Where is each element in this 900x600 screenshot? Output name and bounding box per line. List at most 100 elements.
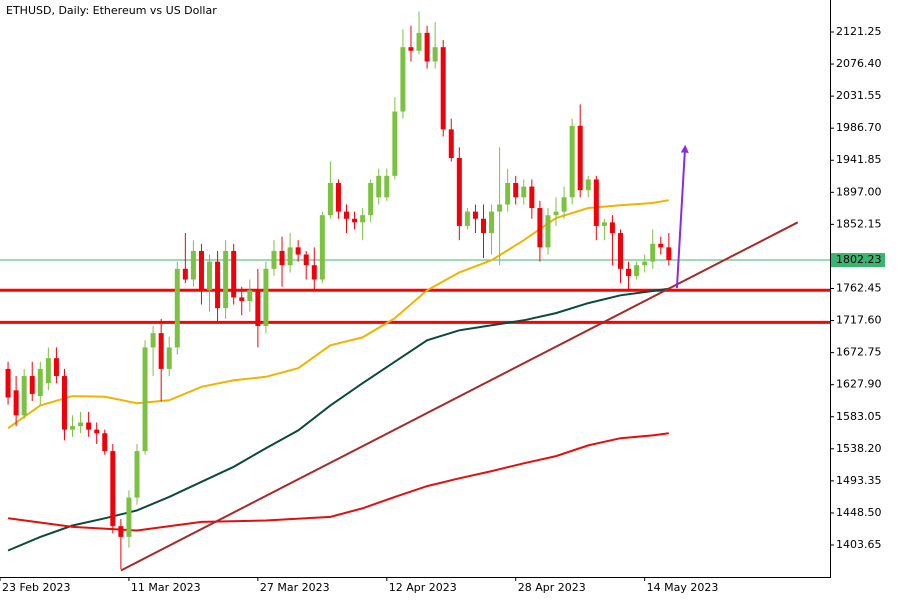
candle-body bbox=[45, 358, 51, 384]
candle-body bbox=[617, 233, 623, 269]
candle-body bbox=[118, 526, 124, 537]
moving-average bbox=[7, 199, 669, 430]
candle-body bbox=[13, 390, 19, 416]
y-tick-label: 1717.60 bbox=[836, 314, 882, 327]
x-tick-label: 14 May 2023 bbox=[647, 581, 719, 594]
candle-body bbox=[408, 47, 414, 51]
candle-body bbox=[553, 211, 559, 216]
y-tick-label: 1672.75 bbox=[836, 346, 882, 359]
y-tick-label: 1852.15 bbox=[836, 217, 882, 230]
moving-average bbox=[7, 287, 669, 552]
candle-body bbox=[416, 32, 422, 51]
y-tick-label: 2031.55 bbox=[836, 89, 882, 102]
candle-body bbox=[94, 429, 100, 434]
candle-body bbox=[239, 297, 245, 301]
candle-body bbox=[642, 261, 648, 266]
candle-body bbox=[513, 183, 519, 198]
y-tick-label: 1493.35 bbox=[836, 474, 882, 487]
candle-body bbox=[174, 268, 180, 348]
candle-body bbox=[126, 497, 132, 537]
candle-body bbox=[319, 215, 325, 280]
x-tick-label: 23 Feb 2023 bbox=[2, 581, 70, 594]
candle-body bbox=[368, 183, 374, 216]
candle-body bbox=[400, 47, 406, 112]
candle-body bbox=[360, 215, 366, 223]
chart-title: ETHUSD, Daily: Ethereum vs US Dollar bbox=[6, 4, 217, 17]
candle-body bbox=[21, 376, 27, 416]
y-tick-label: 1538.20 bbox=[836, 442, 882, 455]
arrow bbox=[675, 144, 689, 289]
candle-body bbox=[537, 208, 543, 248]
candle-body bbox=[255, 290, 261, 326]
candle-body bbox=[271, 250, 277, 269]
candle-body bbox=[207, 261, 213, 291]
candle-body bbox=[158, 333, 164, 369]
candle-body bbox=[70, 426, 76, 430]
candle-body bbox=[102, 433, 108, 452]
candle-body bbox=[601, 222, 607, 226]
candle-body bbox=[223, 250, 229, 309]
candle-body bbox=[142, 347, 148, 452]
candle-body bbox=[634, 265, 640, 276]
candle-body bbox=[134, 451, 140, 498]
candle-body bbox=[53, 358, 59, 377]
y-tick-label: 1762.45 bbox=[836, 282, 882, 295]
candle-body bbox=[650, 243, 656, 262]
candle-body bbox=[352, 218, 358, 223]
candle-body bbox=[456, 157, 462, 226]
candle-body bbox=[190, 250, 196, 280]
candle-body bbox=[231, 250, 237, 298]
candle-body bbox=[295, 247, 301, 255]
y-tick-label: 1986.70 bbox=[836, 121, 882, 134]
y-tick-label: 1403.65 bbox=[836, 538, 882, 551]
y-tick-label: 1941.85 bbox=[836, 153, 882, 166]
x-tick-label: 12 Apr 2023 bbox=[389, 581, 457, 594]
candle-body bbox=[585, 179, 591, 191]
candle-body bbox=[384, 175, 390, 198]
candle-body bbox=[392, 111, 398, 176]
x-tick-label: 28 Apr 2023 bbox=[518, 581, 586, 594]
last-price-label: 1802.23 bbox=[836, 253, 882, 266]
candle-body bbox=[150, 333, 156, 348]
last-price-box bbox=[831, 253, 885, 268]
plot-area bbox=[0, 11, 830, 572]
candle-body bbox=[480, 218, 486, 234]
y-tick-label: 1583.05 bbox=[836, 410, 882, 423]
candle-body bbox=[658, 243, 664, 248]
x-tick-label: 27 Mar 2023 bbox=[260, 581, 330, 594]
candle-body bbox=[287, 247, 293, 266]
y-tick-label: 1448.50 bbox=[836, 506, 882, 519]
candle-body bbox=[311, 265, 317, 280]
candle-body bbox=[489, 211, 495, 234]
candle-body bbox=[626, 268, 632, 276]
candle-body bbox=[78, 422, 84, 427]
candle-body bbox=[247, 290, 253, 301]
candle-body bbox=[561, 197, 567, 212]
candle-body bbox=[29, 376, 35, 394]
candle-body bbox=[593, 179, 599, 226]
y-tick-label: 1897.00 bbox=[836, 185, 882, 198]
y-tick-label: 2121.25 bbox=[836, 25, 882, 38]
candle-body bbox=[432, 47, 438, 62]
candle-body bbox=[86, 422, 92, 430]
candle-body bbox=[448, 129, 454, 158]
candle-body bbox=[577, 125, 583, 191]
trendline bbox=[120, 221, 799, 572]
candle-body bbox=[529, 186, 535, 209]
candle-body bbox=[303, 254, 309, 266]
candle-body bbox=[279, 250, 285, 266]
candle-body bbox=[497, 204, 503, 212]
candle-body bbox=[545, 215, 551, 248]
candle-body bbox=[505, 183, 511, 205]
candle-body bbox=[335, 183, 341, 212]
moving-average bbox=[7, 432, 669, 532]
y-tick-label: 1627.90 bbox=[836, 378, 882, 391]
candle-body bbox=[182, 268, 188, 280]
candle-body bbox=[215, 261, 221, 309]
candle-body bbox=[61, 376, 67, 430]
y-tick-label: 2076.40 bbox=[836, 57, 882, 70]
candle-body bbox=[521, 186, 527, 198]
candle-body bbox=[110, 451, 116, 527]
